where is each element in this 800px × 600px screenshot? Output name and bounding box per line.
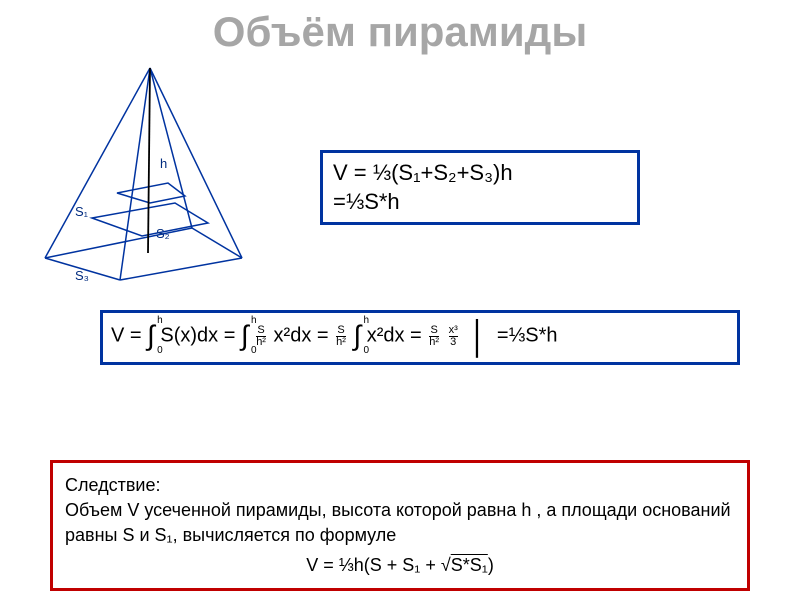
- s3-label: S₃: [75, 268, 89, 283]
- formula-simple: V = ⅓(S₁+S₂+S₃)h =⅓S*h: [320, 150, 640, 225]
- f2-p4: x²dx =: [367, 325, 428, 347]
- eval-bar: │: [468, 319, 488, 355]
- formula-line2: =⅓S*h: [333, 188, 627, 217]
- page-title: Объём пирамиды: [0, 8, 800, 56]
- integral-3: h ∫ 0: [353, 322, 361, 350]
- f2-p1: V =: [111, 325, 142, 347]
- s1-label: S₁: [75, 204, 89, 219]
- frac-sh2-1: S h²: [256, 325, 266, 348]
- f2-p5: =⅓S*h: [497, 325, 558, 347]
- corollary: Следствие: Объем V усеченной пирамиды, в…: [50, 460, 750, 591]
- integral-2: h ∫ 0: [241, 322, 249, 350]
- frac-sh2-3: S h²: [429, 325, 439, 348]
- corollary-formula: V = ⅓h(S + S₁ + √S*S₁): [65, 553, 735, 578]
- pyramid-diagram: h S₁ S₂ S₃: [20, 58, 280, 298]
- formula-line1: V = ⅓(S₁+S₂+S₃)h: [333, 159, 627, 188]
- s2-label: S₂: [156, 226, 170, 241]
- frac-sh2-2: S h²: [336, 325, 346, 348]
- height-label: h: [160, 156, 167, 171]
- frac-x3: x³ 3: [449, 325, 458, 348]
- formula-integral: V = h ∫ 0 S(x)dx = h ∫ 0 S h² x²dx = S h…: [100, 310, 740, 365]
- corollary-text: Объем V усеченной пирамиды, высота котор…: [65, 498, 735, 548]
- f2-p3: x²dx =: [274, 325, 329, 347]
- corollary-label: Следствие:: [65, 473, 735, 498]
- integral-1: h ∫ 0: [147, 322, 155, 350]
- f2-p2: S(x)dx =: [160, 325, 241, 347]
